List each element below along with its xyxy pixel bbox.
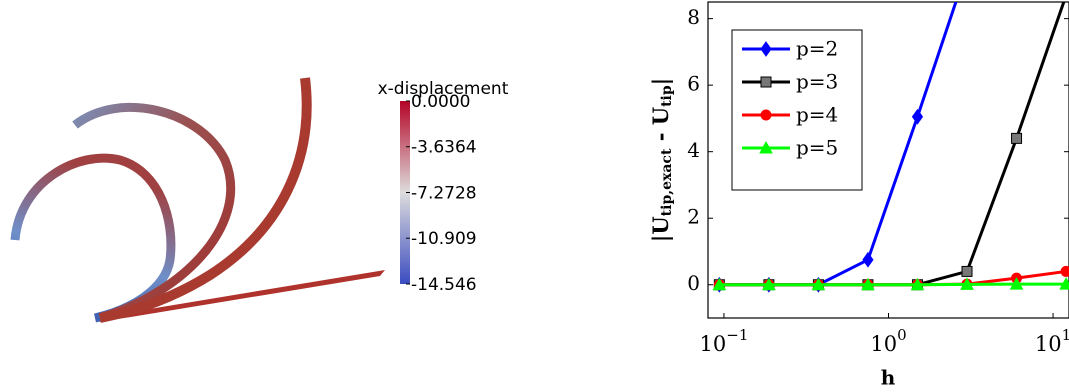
marker (962, 266, 972, 276)
marker (1012, 133, 1022, 143)
colorbar-tick-label: -10.909 (411, 229, 477, 249)
x-tick-label: 101 (1035, 326, 1069, 356)
marker (761, 110, 771, 120)
legend-label: p=2 (796, 37, 838, 61)
marker (912, 110, 922, 124)
y-tick-label: 2 (687, 205, 700, 229)
y-tick-label: 0 (687, 271, 700, 295)
marker (863, 253, 873, 267)
x-tick-exponent: 0 (897, 326, 907, 344)
colorbar-tick-label: -7.2728 (411, 183, 477, 203)
x-tick-base: 10 (1035, 332, 1062, 356)
colorbar-tick-label: 0.0000 (411, 92, 470, 112)
y-tick-label: 8 (687, 5, 700, 29)
legend-label: p=5 (796, 136, 838, 160)
x-tick-exponent: 1 (1062, 326, 1069, 344)
y-tick-label: 4 (687, 138, 700, 162)
marker (761, 77, 771, 87)
y-axis-label: |Utip,exact - Utip| (648, 78, 676, 243)
y-label-sub: tip (659, 85, 675, 107)
x-tick-label: 100 (870, 326, 906, 356)
x-tick-label: 10−1 (700, 326, 749, 356)
x-tick-exponent: −1 (726, 326, 748, 344)
legend-label: p=3 (796, 70, 838, 94)
deformed-beams (15, 78, 385, 322)
colorbar-tick-label: -14.546 (411, 275, 477, 295)
legend-label: p=4 (796, 103, 838, 127)
marker (1061, 266, 1069, 276)
x-axis-label: h (881, 366, 896, 390)
y-label-part: |U (648, 216, 673, 242)
figure: x-displacement h |Utip,exact - Utip| 0.0… (0, 0, 1069, 392)
y-label-part: | (648, 78, 673, 86)
y-label-part: - U (648, 107, 673, 149)
x-tick-base: 10 (700, 332, 727, 356)
x-tick-base: 10 (870, 332, 897, 356)
y-tick-label: 6 (687, 72, 700, 96)
colorbar-tick-label: -3.6364 (411, 138, 477, 158)
y-label-sub: tip,exact (659, 148, 675, 216)
